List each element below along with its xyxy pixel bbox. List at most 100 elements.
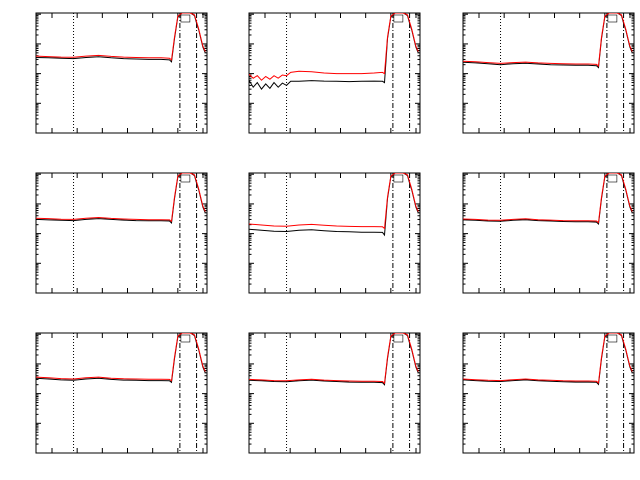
- lld-series-line: [249, 13, 419, 81]
- x-tick-label: 00:00: [116, 455, 139, 464]
- annotation-box: [393, 174, 404, 183]
- x-tick-label: 23:30: [493, 455, 516, 464]
- x-tick-label: 00:45: [619, 135, 640, 144]
- x-tick-label: 00:30: [167, 295, 190, 304]
- chart-panel-9: Det 9r BLACK = Events, RED = LLD 1 10 100 10…: [429, 322, 640, 473]
- x-tick-label: 23:45: [518, 295, 541, 304]
- chart-title: Det 5r BLACK = Events, RED = LLD: [252, 162, 416, 172]
- x-axis-label: Start Time (29-Mar-08 23:06:20): [479, 304, 619, 313]
- x-tick-label: 00:15: [354, 455, 377, 464]
- x-tick-label: 00:30: [594, 455, 617, 464]
- x-tick-label: 00:15: [141, 295, 164, 304]
- y-tick-label: 10000: [10, 330, 33, 339]
- x-tick-label: 23:15: [41, 135, 64, 144]
- x-tick-label: 00:00: [329, 295, 352, 304]
- y-tick-label: 100: [232, 390, 246, 399]
- x-axis-label: Start Time (29-Mar-08 23:06:20): [52, 464, 192, 473]
- x-tick-label: 23:45: [304, 135, 327, 144]
- x-tick-label: 00:00: [543, 135, 566, 144]
- x-tick-label: 23:15: [41, 295, 64, 304]
- chart-panel-8: Det 8r BLACK = Events, RED = LLD 1 10 100 10…: [215, 322, 427, 473]
- y-axis-label: Counts/sec: [215, 373, 223, 412]
- y-tick-label: 1000: [442, 200, 461, 209]
- lld-series-line: [36, 13, 206, 61]
- x-tick-label: 00:30: [380, 455, 403, 464]
- x-tick-label: 00:30: [167, 135, 190, 144]
- chart-title: Det 6r BLACK = Events, RED = LLD: [466, 162, 630, 172]
- x-tick-label: 23:30: [493, 135, 516, 144]
- y-tick-label: 100: [232, 230, 246, 239]
- y-tick-label: 10000: [223, 10, 246, 19]
- x-tick-label: 00:45: [192, 295, 215, 304]
- x-axis-label: Start Time (29-Mar-08 23:06:20): [479, 464, 619, 473]
- x-tick-label: 00:45: [619, 455, 640, 464]
- y-tick-label: 10000: [223, 330, 246, 339]
- x-axis-label: Start Time (29-Mar-08 23:06:20): [479, 144, 619, 153]
- x-tick-label: 23:15: [468, 135, 491, 144]
- lld-series-line: [249, 173, 419, 230]
- x-tick-label: 23:45: [518, 455, 541, 464]
- y-tick-label: 1000: [15, 360, 34, 369]
- y-tick-label: 10: [24, 419, 34, 428]
- y-tick-label: 10: [24, 99, 34, 108]
- y-tick-label: 1: [28, 129, 33, 138]
- y-axis-label: Counts/sec: [2, 53, 10, 92]
- y-tick-label: 100: [446, 390, 460, 399]
- y-tick-label: 10000: [437, 10, 460, 19]
- y-tick-label: 100: [232, 70, 246, 79]
- x-tick-label: 23:15: [468, 455, 491, 464]
- x-tick-label: 00:15: [354, 135, 377, 144]
- chart-panel-6: Det 6r BLACK = Events, RED = LLD 1 10 100 10…: [429, 162, 640, 313]
- x-tick-label: 00:15: [354, 295, 377, 304]
- chart-panel-3: Det 3r BLACK = Events, RED = LLD 1 10 100 10…: [429, 2, 640, 153]
- y-tick-label: 10000: [10, 170, 33, 179]
- y-tick-label: 1: [241, 289, 246, 298]
- lld-series-line: [463, 13, 633, 67]
- chart-panel-2: Det 2r BLACK = Events, RED = LLD 1 10 100 10…: [215, 2, 427, 153]
- y-tick-label: 10: [451, 419, 461, 428]
- y-tick-label: 10: [24, 259, 34, 268]
- y-axis-label: Counts/sec: [2, 213, 10, 252]
- x-tick-label: 00:00: [543, 455, 566, 464]
- y-tick-label: 1: [28, 449, 33, 458]
- y-tick-label: 10000: [223, 170, 246, 179]
- y-tick-label: 100: [446, 230, 460, 239]
- chart-title: Det 2r BLACK = Events, RED = LLD: [252, 2, 416, 12]
- y-tick-label: 1000: [228, 360, 247, 369]
- y-tick-label: 1: [241, 129, 246, 138]
- x-axis-label: Start Time (29-Mar-08 23:06:20): [52, 144, 192, 153]
- x-tick-label: 00:15: [141, 135, 164, 144]
- annotation-label: D1: [395, 176, 403, 183]
- x-tick-label: 00:45: [405, 135, 428, 144]
- x-axis-label: Start Time (29-Mar-08 23:06:20): [265, 144, 405, 153]
- annotation-box: [607, 14, 618, 23]
- annotation-box: [180, 334, 191, 343]
- x-tick-label: 00:00: [116, 295, 139, 304]
- annotation-box: [607, 174, 618, 183]
- y-tick-label: 1000: [15, 200, 34, 209]
- y-tick-label: 1: [455, 289, 460, 298]
- annotation-label: D1: [395, 16, 403, 23]
- x-tick-label: 00:30: [594, 135, 617, 144]
- lld-series-line: [36, 173, 206, 223]
- lld-series-line: [36, 333, 206, 382]
- x-tick-label: 23:15: [254, 295, 277, 304]
- x-tick-label: 00:45: [192, 135, 215, 144]
- x-tick-label: 23:15: [254, 135, 277, 144]
- y-axis-label: Counts/sec: [215, 213, 223, 252]
- annotation-label: D1: [182, 176, 190, 183]
- x-tick-label: 23:30: [66, 455, 89, 464]
- chart-title: Det 7r BLACK = Events, RED = LLD: [39, 322, 203, 332]
- y-tick-label: 10: [237, 419, 247, 428]
- x-tick-label: 23:45: [304, 455, 327, 464]
- x-tick-label: 23:30: [279, 455, 302, 464]
- y-tick-label: 1: [455, 129, 460, 138]
- y-tick-label: 100: [19, 70, 33, 79]
- annotation-label: D1: [182, 16, 190, 23]
- x-tick-label: 23:30: [66, 295, 89, 304]
- x-tick-label: 00:00: [543, 295, 566, 304]
- annotation-box: [180, 174, 191, 183]
- lld-series-line: [249, 333, 419, 385]
- x-tick-label: 00:30: [594, 295, 617, 304]
- x-tick-label: 00:45: [405, 455, 428, 464]
